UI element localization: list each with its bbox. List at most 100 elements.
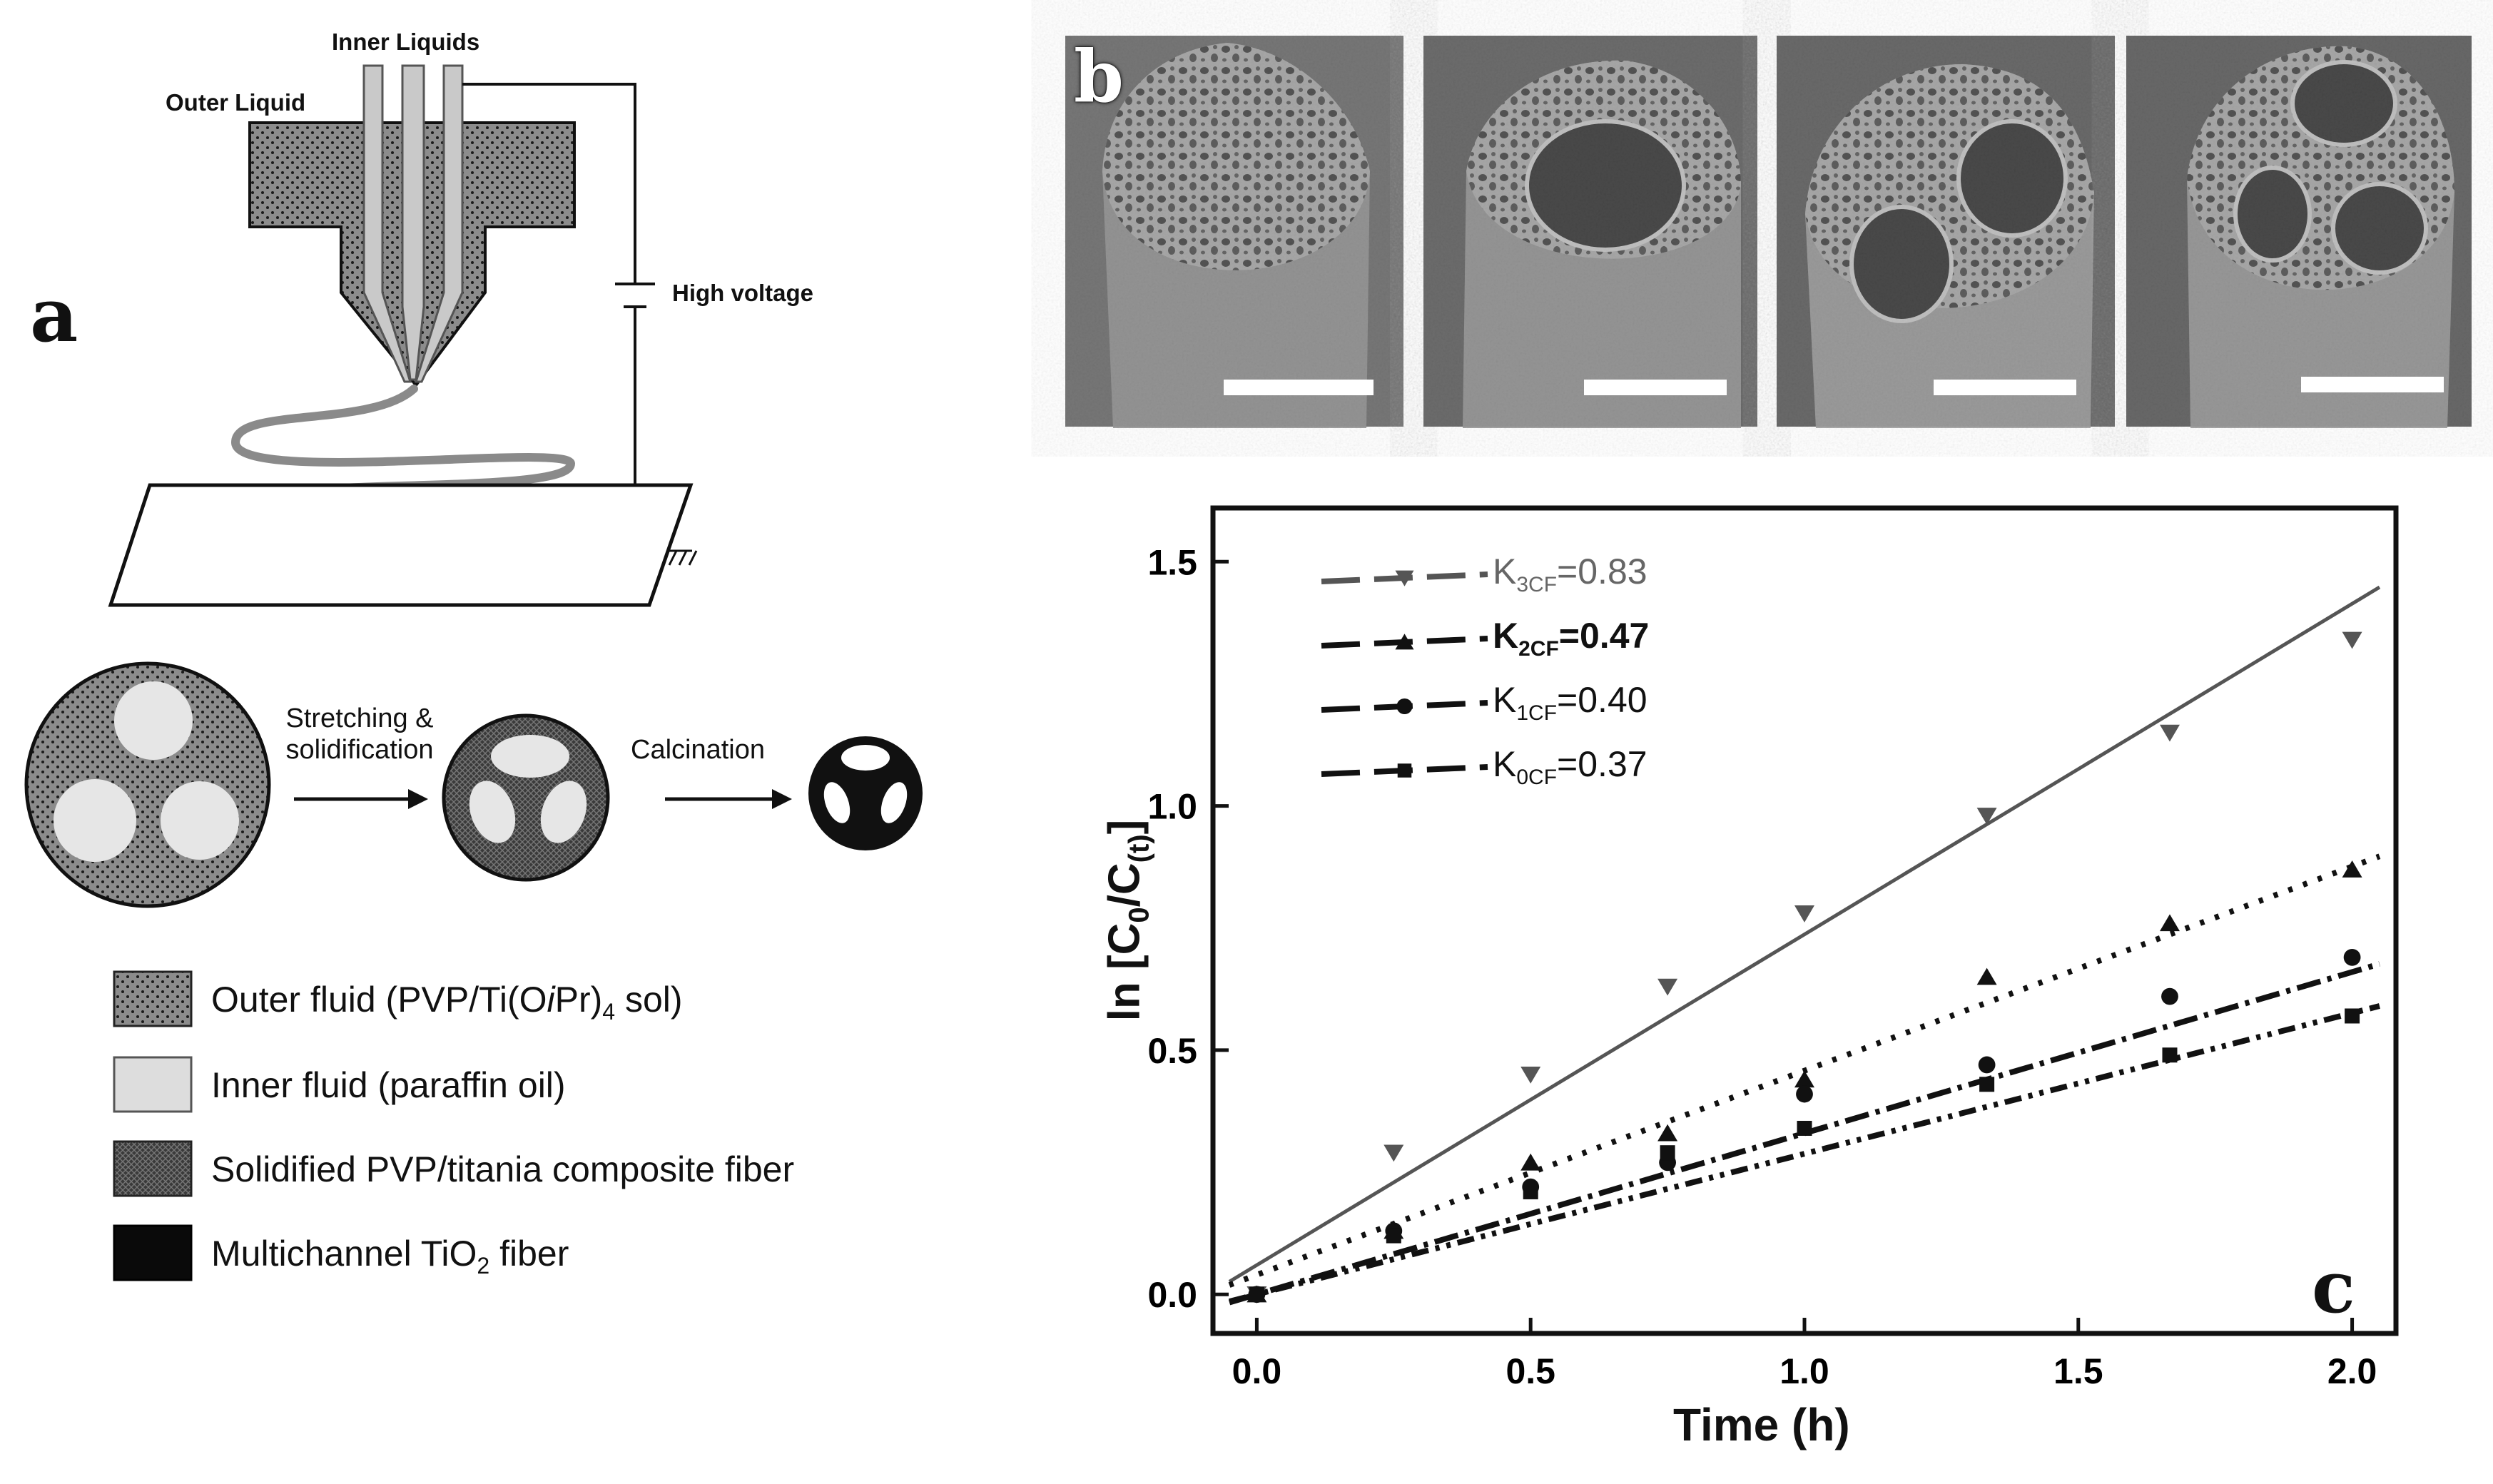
legend-marker-2CF xyxy=(1395,634,1414,650)
legend-marker-0CF xyxy=(1397,763,1412,778)
legend-sub: 1CF xyxy=(1516,701,1558,725)
legend-label-1CF: K1CF=0.40 xyxy=(1493,679,1647,726)
label-stretching-line1: Stretching & xyxy=(285,703,434,733)
legend-swatch-outer-fluid xyxy=(113,970,193,1027)
x-tick-label: 1.0 xyxy=(1779,1351,1829,1391)
collector-plate xyxy=(108,483,694,607)
data-point-2CF xyxy=(1794,1070,1814,1088)
legend-tio2-sub: 2 xyxy=(477,1253,490,1279)
legend-outer-fluid-ital: i xyxy=(547,980,555,1020)
label-outer-liquid: Outer Liquid xyxy=(166,89,306,116)
legend-k: K xyxy=(1493,680,1517,720)
data-point-3CF xyxy=(1657,978,1678,996)
ylabel-pre: ln [C xyxy=(1100,923,1149,1022)
legend-value: =0.40 xyxy=(1557,680,1647,720)
panel-b-letter: b xyxy=(1074,34,1124,118)
label-inner-liquids: Inner Liquids xyxy=(332,29,480,55)
panel-a-letter: a xyxy=(30,271,78,359)
legend-outer-fluid-tail: sol) xyxy=(615,980,683,1020)
data-point-3CF xyxy=(1520,1066,1541,1084)
data-point-1CF xyxy=(2343,948,2361,966)
x-tick-label: 1.5 xyxy=(2053,1351,2103,1391)
stage-2-solidified-cross-section xyxy=(442,713,610,882)
legend-swatch-inner-fluid xyxy=(113,1056,193,1113)
fit-line-0CF xyxy=(1229,1003,2380,1304)
legend-tio2: Multichannel TiO2 fiber xyxy=(211,1233,569,1279)
y-tick-label: 0.0 xyxy=(1147,1275,1197,1315)
chart-ylabel: ln [C0/C(t)] xyxy=(1099,820,1155,1022)
legend-outer-fluid-pre: Outer fluid (PVP/Ti(O xyxy=(211,980,547,1020)
legend-composite: Solidified PVP/titania composite fiber xyxy=(211,1149,795,1189)
scale-bar-1 xyxy=(1224,380,1374,395)
x-tick-label: 0.0 xyxy=(1232,1351,1282,1391)
data-point-3CF xyxy=(2159,724,2180,742)
electrospinning-schematic xyxy=(24,64,923,1281)
ylabel-sub0: 0 xyxy=(1123,907,1155,923)
ylabel-post: ] xyxy=(1100,819,1149,835)
legend-sub: 2CF xyxy=(1518,637,1559,661)
data-point-2CF xyxy=(2342,860,2362,878)
label-stretching: Stretching & solidification xyxy=(267,703,452,766)
data-point-1CF xyxy=(1796,1085,1813,1103)
data-point-3CF xyxy=(1794,905,1814,923)
legend-sub: 0CF xyxy=(1516,766,1558,789)
ylabel-mid: /C xyxy=(1100,863,1149,908)
legend-tio2-pre: Multichannel TiO xyxy=(211,1234,477,1274)
data-point-0CF xyxy=(2345,1008,2360,1024)
sem-images xyxy=(1065,36,2472,428)
data-point-1CF xyxy=(1978,1056,1996,1074)
data-point-3CF xyxy=(1383,1144,1404,1162)
data-point-2CF xyxy=(1657,1124,1678,1142)
y-tick-label: 0.5 xyxy=(1147,1031,1197,1071)
y-tick-label: 1.0 xyxy=(1147,787,1197,827)
y-tick-label: 1.5 xyxy=(1147,542,1197,582)
x-tick-label: 2.0 xyxy=(2327,1351,2377,1391)
sem-image-1 xyxy=(1065,36,1403,428)
legend-marker-1CF xyxy=(1396,698,1413,715)
legend-swatch-tio2 xyxy=(113,1224,193,1281)
legend-label-3CF: K3CF=0.83 xyxy=(1493,551,1647,597)
stage-1-spinneret-cross-section xyxy=(24,661,271,908)
data-point-2CF xyxy=(1976,967,1997,985)
data-point-0CF xyxy=(1979,1077,1995,1092)
legend-outer-fluid-post: Pr) xyxy=(554,980,603,1020)
data-point-0CF xyxy=(2162,1047,2178,1063)
legend-label-0CF: K0CF=0.37 xyxy=(1493,743,1647,790)
data-point-1CF xyxy=(2161,987,2178,1005)
x-tick-label: 0.5 xyxy=(1506,1351,1555,1391)
data-point-0CF xyxy=(1249,1286,1264,1302)
chart-xlabel: Time (h) xyxy=(1673,1399,1850,1450)
data-point-2CF xyxy=(2159,914,2180,932)
legend-k: K xyxy=(1493,616,1519,656)
label-high-voltage: High voltage xyxy=(672,280,814,306)
scale-bar-2 xyxy=(1584,380,1727,395)
legend-value: =0.47 xyxy=(1558,616,1650,656)
data-point-3CF xyxy=(1976,808,1997,825)
data-point-0CF xyxy=(1660,1145,1675,1161)
legend-inner-fluid: Inner fluid (paraffin oil) xyxy=(211,1065,566,1105)
legend-outer-fluid: Outer fluid (PVP/Ti(OiPr)4 sol) xyxy=(211,979,683,1025)
ylabel-sub1: (t) xyxy=(1123,834,1155,863)
sem-image-2 xyxy=(1423,36,1757,428)
sem-image-4 xyxy=(2126,36,2472,428)
legend-value: =0.83 xyxy=(1557,552,1647,591)
inner-tubes xyxy=(362,64,464,383)
legend-swatch-composite xyxy=(113,1140,193,1197)
label-calcination: Calcination xyxy=(631,735,765,765)
legend-tio2-post: fiber xyxy=(489,1234,569,1274)
panel-c-letter: c xyxy=(2312,1245,2355,1329)
data-point-3CF xyxy=(2342,631,2362,649)
fit-line-3CF xyxy=(1228,585,2381,1284)
data-point-0CF xyxy=(1523,1184,1538,1199)
label-stretching-line2: solidification xyxy=(285,735,434,765)
data-point-0CF xyxy=(1797,1120,1812,1136)
data-point-2CF xyxy=(1520,1153,1541,1171)
stage-3-multichannel-fiber-icon xyxy=(808,736,923,850)
data-point-0CF xyxy=(1386,1228,1401,1244)
scale-bar-3 xyxy=(1934,380,2076,395)
scale-bar-4 xyxy=(2301,377,2444,392)
legend-k: K xyxy=(1493,552,1517,591)
legend-k: K xyxy=(1493,744,1517,784)
sem-image-3 xyxy=(1777,36,2115,428)
